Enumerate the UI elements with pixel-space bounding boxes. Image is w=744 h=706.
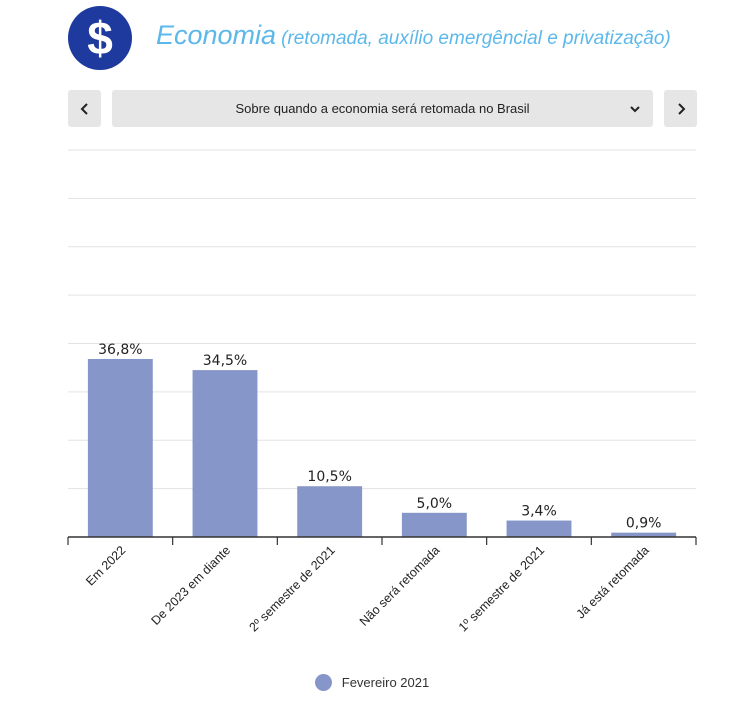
bar[interactable] xyxy=(87,358,153,537)
data-label: 5,0% xyxy=(417,496,453,512)
question-select[interactable]: Sobre quando a economia será retomada no… xyxy=(112,90,653,127)
data-label: 10,5% xyxy=(307,469,351,485)
logo-symbol: $ xyxy=(87,12,113,64)
tick-label: Não será retomada xyxy=(357,543,443,629)
bar[interactable] xyxy=(401,512,467,537)
data-label: 0,9% xyxy=(626,516,662,532)
chevron-right-icon xyxy=(677,102,685,115)
tick-label: 1º semestre de 2021 xyxy=(456,543,547,634)
tick-label: 2º semestre de 2021 xyxy=(247,543,338,634)
chevron-left-icon xyxy=(80,102,88,115)
data-label: 34,5% xyxy=(203,353,247,369)
tick-label: Em 2022 xyxy=(83,543,128,588)
dollar-logo-icon: $ xyxy=(68,6,132,70)
data-label: 36,8% xyxy=(98,342,142,358)
tick-label: Já está retomada xyxy=(574,543,652,621)
legend: Fevereiro 2021 xyxy=(0,674,744,691)
title-subtitle: (retomada, auxílio emergêncial e privati… xyxy=(281,28,671,49)
bar-chart: 36,8% 34,5% 10,5% 5,0% 3,4% 0,9% Em 2022 De 202… xyxy=(67,149,697,634)
data-label: 3,4% xyxy=(521,504,557,520)
bar[interactable] xyxy=(192,370,258,537)
chevron-down-icon xyxy=(630,106,640,113)
legend-label[interactable]: Fevereiro 2021 xyxy=(341,675,430,690)
next-button[interactable] xyxy=(664,90,697,127)
bar[interactable] xyxy=(506,520,572,537)
bar[interactable] xyxy=(297,486,363,537)
bar[interactable] xyxy=(611,532,677,537)
previous-button[interactable] xyxy=(68,90,101,127)
question-select-label: Sobre quando a economia será retomada no… xyxy=(235,101,530,116)
tick-label: De 2023 em diante xyxy=(149,543,234,628)
page-title: Economia (retomada, auxílio emergêncial e… xyxy=(156,20,671,51)
header: $ Economia (retomada, auxílio emergêncial… xyxy=(0,0,744,80)
title-main: Economia xyxy=(156,20,277,50)
legend-swatch xyxy=(314,674,332,691)
